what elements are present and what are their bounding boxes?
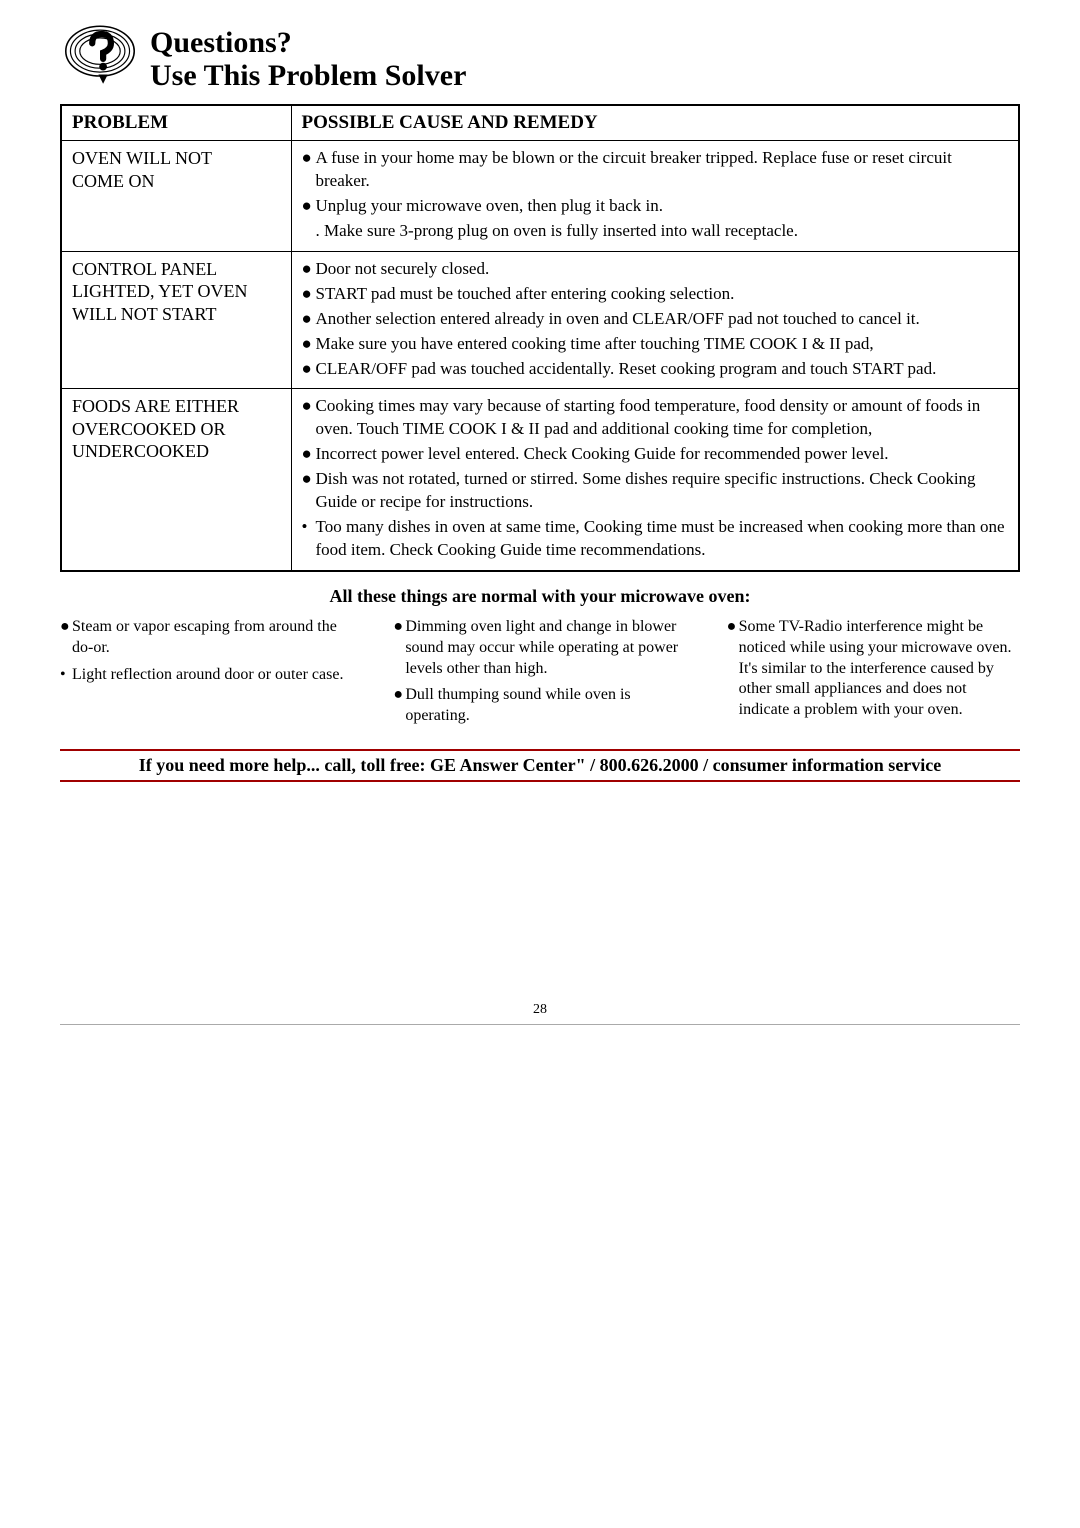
bullet-icon: ● [302, 468, 316, 514]
bullet-icon: ● [302, 358, 316, 381]
remedy-text: START pad must be touched after entering… [316, 283, 1009, 306]
bullet-icon: ● [302, 147, 316, 193]
problem-cell: FOODS ARE EITHEROVERCOOKED ORUNDERCOOKED [61, 389, 291, 571]
remedy-item: ●Another selection entered already in ov… [302, 308, 1009, 331]
page-number: 28 [60, 1002, 1020, 1018]
normal-item-text: Some TV-Radio interference might be noti… [739, 617, 1020, 721]
normal-item-text: Steam or vapor escaping from around the … [72, 617, 353, 659]
remedy-cell: ●Cooking times may vary because of start… [291, 389, 1019, 571]
problem-label-line: OVERCOOKED OR [72, 418, 281, 441]
normal-item: ●Some TV-Radio interference might be not… [727, 617, 1020, 721]
problem-label-line: OVEN WILL NOT [72, 147, 281, 170]
remedy-cell: ●Door not securely closed.●START pad mus… [291, 251, 1019, 389]
bullet-icon: ● [302, 395, 316, 441]
bullet-icon: ● [302, 333, 316, 356]
header-line-1: Questions? [150, 26, 466, 59]
bullet-icon [302, 220, 316, 243]
bullet-icon: ● [302, 258, 316, 281]
remedy-text: Cooking times may vary because of starti… [316, 395, 1009, 441]
remedy-item: ●Door not securely closed. [302, 258, 1009, 281]
remedy-text: Another selection entered already in ove… [316, 308, 1009, 331]
remedy-text: A fuse in your home may be blown or the … [316, 147, 1009, 193]
problem-label: OVEN WILL NOTCOME ON [72, 147, 281, 192]
normal-item: ●Dimming oven light and change in blower… [393, 617, 686, 679]
normal-item-text: Light reflection around door or outer ca… [72, 665, 353, 686]
remedy-item: ●Dish was not rotated, turned or stirred… [302, 468, 1009, 514]
remedy-text: Make sure you have entered cooking time … [316, 333, 1009, 356]
normal-item-text: Dull thumping sound while oven is operat… [405, 685, 686, 727]
problem-label-line: LIGHTED, YET OVEN [72, 280, 281, 303]
normal-things-columns: ●Steam or vapor escaping from around the… [60, 617, 1020, 733]
problem-solver-table: PROBLEM POSSIBLE CAUSE AND REMEDY OVEN W… [60, 104, 1020, 572]
help-line: If you need more help... call, toll free… [60, 749, 1020, 782]
page-header: Questions? Use This Problem Solver [60, 20, 1020, 92]
remedy-text: . Make sure 3-prong plug on oven is full… [316, 220, 1009, 243]
header-line-2: Use This Problem Solver [150, 59, 466, 92]
remedy-item: ●Make sure you have entered cooking time… [302, 333, 1009, 356]
normal-item: ●Steam or vapor escaping from around the… [60, 617, 353, 659]
problem-label: CONTROL PANELLIGHTED, YET OVENWILL NOT S… [72, 258, 281, 326]
normal-col-2: ●Dimming oven light and change in blower… [393, 617, 686, 733]
remedy-item: ●Incorrect power level entered. Check Co… [302, 443, 1009, 466]
header-title: Questions? Use This Problem Solver [150, 20, 466, 92]
normal-things-heading: All these things are normal with your mi… [60, 586, 1020, 607]
bullet-icon: ● [393, 685, 405, 727]
remedy-cell: ●A fuse in your home may be blown or the… [291, 141, 1019, 252]
question-mark-icon [60, 20, 140, 90]
bullet-icon: ● [302, 283, 316, 306]
bullet-icon: ● [302, 195, 316, 218]
normal-item: •Light reflection around door or outer c… [60, 665, 353, 686]
table-row: FOODS ARE EITHEROVERCOOKED ORUNDERCOOKED… [61, 389, 1019, 571]
bullet-icon: ● [393, 617, 405, 679]
remedy-item: . Make sure 3-prong plug on oven is full… [302, 220, 1009, 243]
remedy-item: ●Unplug your microwave oven, then plug i… [302, 195, 1009, 218]
normal-col-1: ●Steam or vapor escaping from around the… [60, 617, 353, 733]
remedy-text: Incorrect power level entered. Check Coo… [316, 443, 1009, 466]
table-header-problem: PROBLEM [61, 105, 291, 141]
problem-label-line: FOODS ARE EITHER [72, 395, 281, 418]
remedy-item: ●Cooking times may vary because of start… [302, 395, 1009, 441]
table-row: OVEN WILL NOTCOME ON ●A fuse in your home… [61, 141, 1019, 252]
problem-cell: CONTROL PANELLIGHTED, YET OVENWILL NOT S… [61, 251, 291, 389]
bullet-icon: • [60, 665, 72, 686]
problem-label-line: CONTROL PANEL [72, 258, 281, 281]
table-row: CONTROL PANELLIGHTED, YET OVENWILL NOT S… [61, 251, 1019, 389]
problem-label: FOODS ARE EITHEROVERCOOKED ORUNDERCOOKED [72, 395, 281, 463]
problem-label-line: UNDERCOOKED [72, 440, 281, 463]
bullet-icon: ● [727, 617, 739, 721]
remedy-text: Unplug your microwave oven, then plug it… [316, 195, 1009, 218]
remedy-text: CLEAR/OFF pad was touched accidentally. … [316, 358, 1009, 381]
bullet-icon: ● [302, 443, 316, 466]
header-line-2b: Solver [385, 59, 467, 92]
problem-cell: OVEN WILL NOTCOME ON [61, 141, 291, 252]
remedy-text: Door not securely closed. [316, 258, 1009, 281]
bullet-icon: ● [60, 617, 72, 659]
remedy-item: ●START pad must be touched after enterin… [302, 283, 1009, 306]
normal-col-3: ●Some TV-Radio interference might be not… [727, 617, 1020, 733]
problem-label-line: COME ON [72, 170, 281, 193]
remedy-item: •Too many dishes in oven at same time, C… [302, 516, 1009, 562]
header-line-2a: Use This Problem [150, 59, 385, 92]
problem-label-line: WILL NOT START [72, 303, 281, 326]
remedy-item: ●A fuse in your home may be blown or the… [302, 147, 1009, 193]
normal-item: ●Dull thumping sound while oven is opera… [393, 685, 686, 727]
bullet-icon: ● [302, 308, 316, 331]
bottom-rule [60, 1024, 1020, 1025]
remedy-text: Dish was not rotated, turned or stirred.… [316, 468, 1009, 514]
remedy-text: Too many dishes in oven at same time, Co… [316, 516, 1009, 562]
remedy-item: ●CLEAR/OFF pad was touched accidentally.… [302, 358, 1009, 381]
normal-item-text: Dimming oven light and change in blower … [405, 617, 686, 679]
bullet-icon: • [302, 516, 316, 562]
table-header-remedy: POSSIBLE CAUSE AND REMEDY [291, 105, 1019, 141]
